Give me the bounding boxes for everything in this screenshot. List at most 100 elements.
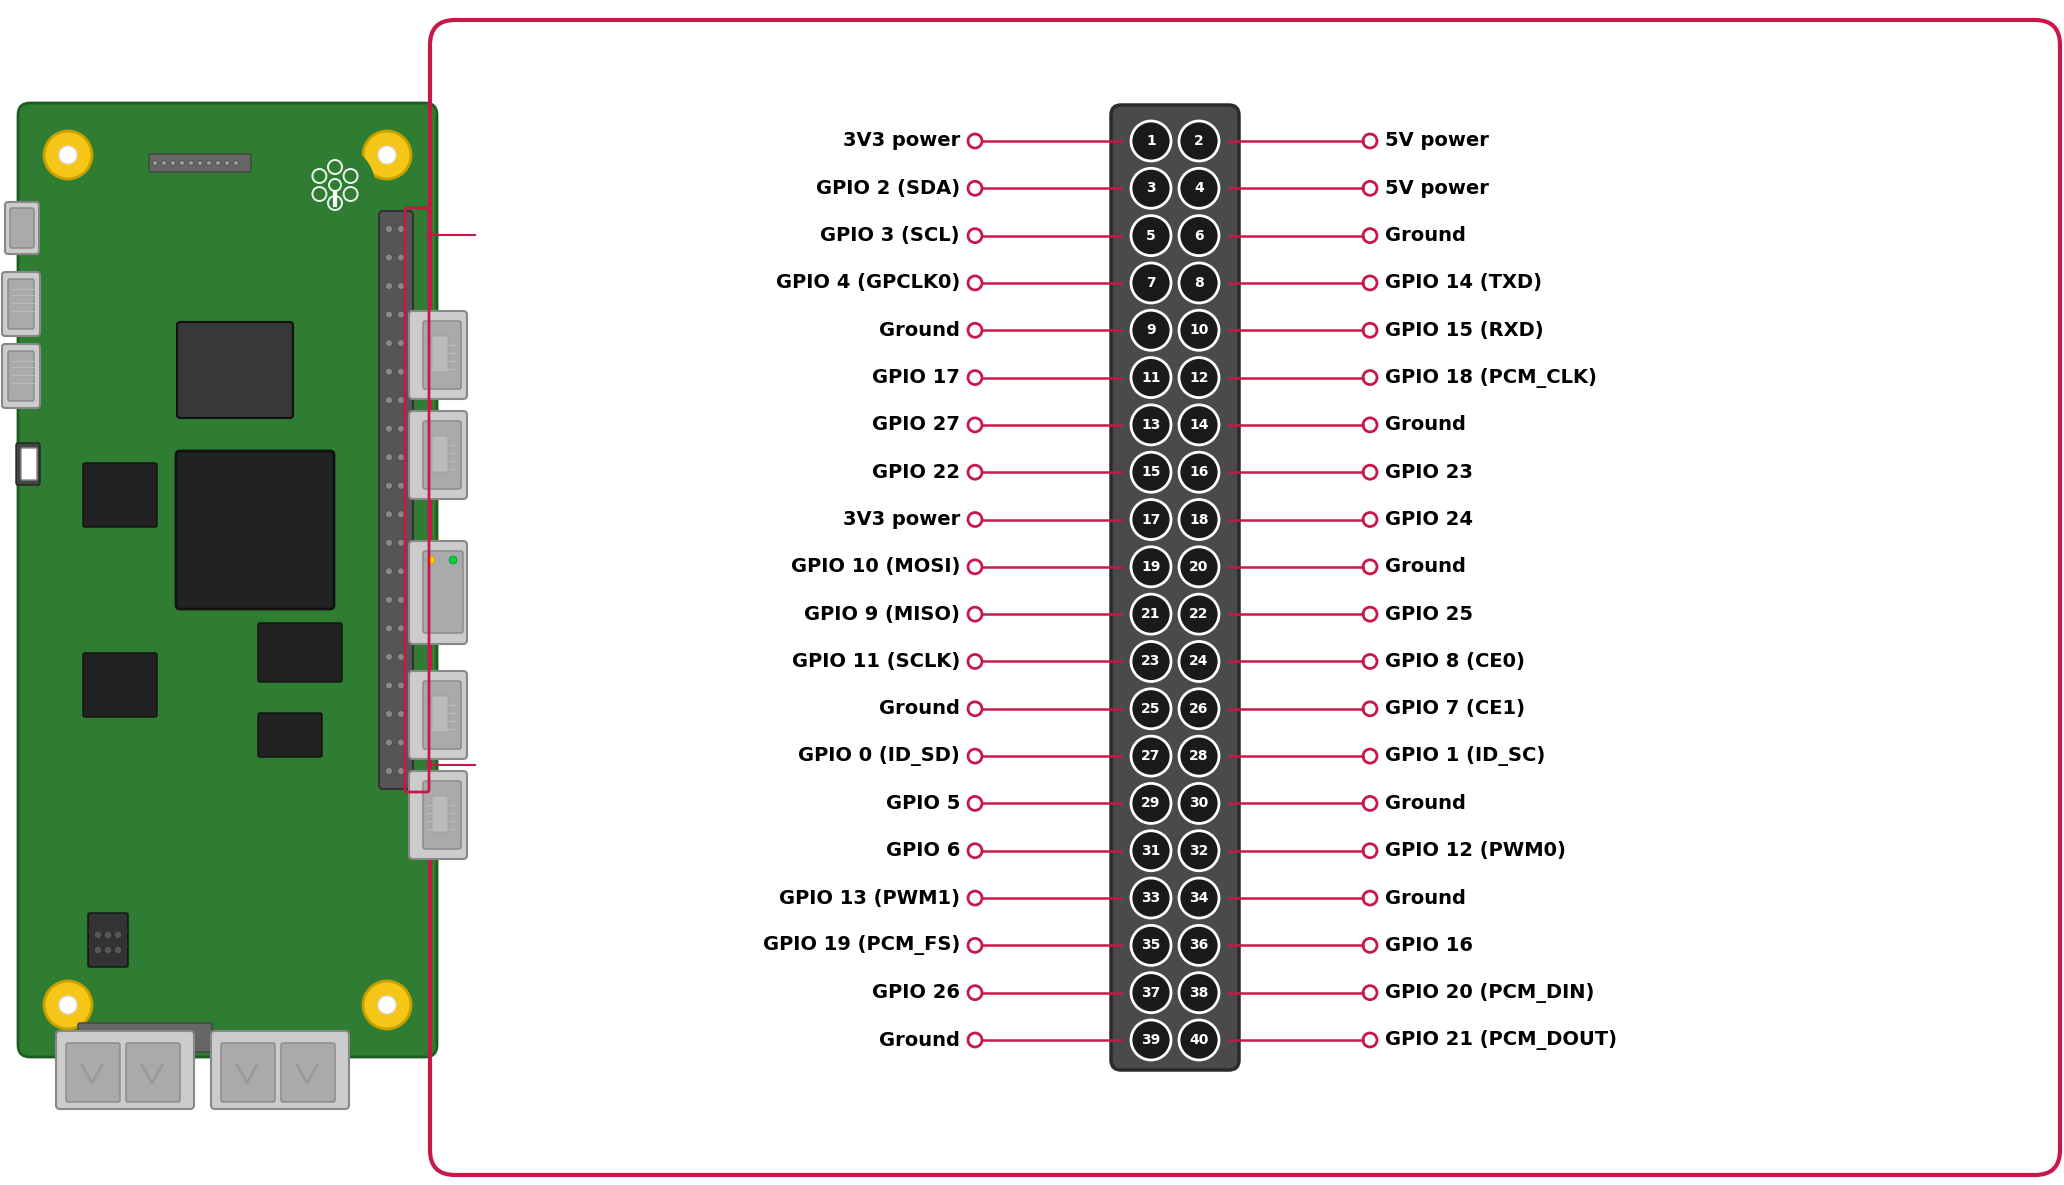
Text: Ground: Ground	[879, 699, 960, 718]
Text: 17: 17	[1141, 513, 1160, 526]
FancyBboxPatch shape	[2, 344, 39, 408]
FancyBboxPatch shape	[221, 1043, 275, 1102]
Circle shape	[386, 454, 392, 461]
Circle shape	[386, 369, 392, 376]
FancyBboxPatch shape	[431, 696, 448, 732]
Text: Ground: Ground	[1385, 889, 1465, 908]
Text: 32: 32	[1189, 844, 1210, 858]
FancyBboxPatch shape	[380, 211, 413, 789]
Circle shape	[1179, 973, 1220, 1013]
Circle shape	[153, 160, 157, 166]
Circle shape	[314, 169, 326, 182]
Text: 23: 23	[1141, 654, 1160, 668]
Circle shape	[1131, 358, 1170, 398]
Text: GPIO 9 (MISO): GPIO 9 (MISO)	[805, 604, 960, 623]
Circle shape	[398, 711, 405, 717]
Circle shape	[1179, 358, 1220, 398]
FancyBboxPatch shape	[83, 463, 157, 527]
Circle shape	[1179, 641, 1220, 681]
FancyBboxPatch shape	[409, 411, 466, 499]
Text: 29: 29	[1141, 796, 1160, 811]
Circle shape	[386, 596, 392, 603]
Text: 34: 34	[1189, 891, 1210, 905]
Text: 8: 8	[1195, 276, 1203, 290]
Text: 26: 26	[1189, 702, 1210, 716]
Text: 10: 10	[1189, 324, 1210, 338]
Text: 5V power: 5V power	[1385, 179, 1488, 198]
Circle shape	[398, 482, 405, 489]
Circle shape	[1131, 925, 1170, 966]
Text: 39: 39	[1141, 1033, 1160, 1048]
FancyBboxPatch shape	[4, 201, 39, 254]
Circle shape	[398, 768, 405, 775]
Text: 19: 19	[1141, 559, 1160, 574]
Circle shape	[386, 340, 392, 346]
Circle shape	[343, 168, 359, 184]
Text: 20: 20	[1189, 559, 1210, 574]
Text: 25: 25	[1141, 702, 1160, 716]
Circle shape	[1131, 594, 1170, 634]
Text: GPIO 16: GPIO 16	[1385, 936, 1474, 955]
Circle shape	[386, 711, 392, 717]
Circle shape	[1131, 168, 1170, 209]
Text: 1: 1	[1146, 134, 1156, 148]
Text: 40: 40	[1189, 1033, 1210, 1048]
Circle shape	[398, 225, 405, 232]
FancyBboxPatch shape	[83, 653, 157, 717]
FancyBboxPatch shape	[56, 1031, 194, 1109]
FancyBboxPatch shape	[149, 154, 252, 172]
Text: 11: 11	[1141, 371, 1160, 385]
Circle shape	[1179, 405, 1220, 444]
FancyBboxPatch shape	[8, 351, 33, 401]
Text: GPIO 12 (PWM0): GPIO 12 (PWM0)	[1385, 841, 1567, 860]
Text: 30: 30	[1189, 796, 1210, 811]
Circle shape	[1179, 310, 1220, 351]
Circle shape	[1131, 1020, 1170, 1061]
Circle shape	[398, 425, 405, 433]
Text: Ground: Ground	[1385, 557, 1465, 576]
Circle shape	[398, 454, 405, 461]
Circle shape	[386, 482, 392, 489]
Text: Ground: Ground	[1385, 226, 1465, 245]
Text: GPIO 1 (ID_SC): GPIO 1 (ID_SC)	[1385, 747, 1546, 767]
Circle shape	[1179, 1020, 1220, 1061]
Text: GPIO 18 (PCM_CLK): GPIO 18 (PCM_CLK)	[1385, 367, 1598, 387]
Circle shape	[43, 981, 93, 1029]
Text: 3V3 power: 3V3 power	[842, 132, 960, 150]
Circle shape	[1131, 405, 1170, 444]
FancyBboxPatch shape	[423, 551, 462, 633]
Circle shape	[398, 282, 405, 289]
Text: Ground: Ground	[879, 321, 960, 340]
FancyBboxPatch shape	[423, 421, 460, 489]
FancyBboxPatch shape	[21, 448, 37, 480]
Circle shape	[95, 931, 101, 939]
Circle shape	[1131, 688, 1170, 729]
Circle shape	[1179, 688, 1220, 729]
Circle shape	[398, 653, 405, 660]
Circle shape	[1179, 831, 1220, 871]
Circle shape	[386, 681, 392, 688]
Text: 21: 21	[1141, 607, 1160, 621]
Text: 18: 18	[1189, 513, 1210, 526]
Circle shape	[206, 160, 211, 166]
Circle shape	[1179, 925, 1220, 966]
Text: GPIO 4 (GPCLK0): GPIO 4 (GPCLK0)	[776, 274, 960, 293]
Circle shape	[363, 981, 411, 1029]
Text: GPIO 11 (SCLK): GPIO 11 (SCLK)	[793, 652, 960, 671]
Text: GPIO 13 (PWM1): GPIO 13 (PWM1)	[778, 889, 960, 908]
Circle shape	[215, 160, 221, 166]
Text: GPIO 27: GPIO 27	[873, 416, 960, 435]
Text: GPIO 3 (SCL): GPIO 3 (SCL)	[821, 226, 960, 245]
Circle shape	[386, 425, 392, 433]
Circle shape	[398, 596, 405, 603]
Circle shape	[345, 188, 357, 200]
Circle shape	[225, 160, 229, 166]
FancyBboxPatch shape	[19, 103, 438, 1057]
Circle shape	[1179, 594, 1220, 634]
Text: 16: 16	[1189, 466, 1210, 479]
Circle shape	[1131, 783, 1170, 824]
FancyBboxPatch shape	[2, 273, 39, 337]
Circle shape	[398, 312, 405, 318]
FancyBboxPatch shape	[10, 209, 33, 248]
Circle shape	[386, 397, 392, 404]
